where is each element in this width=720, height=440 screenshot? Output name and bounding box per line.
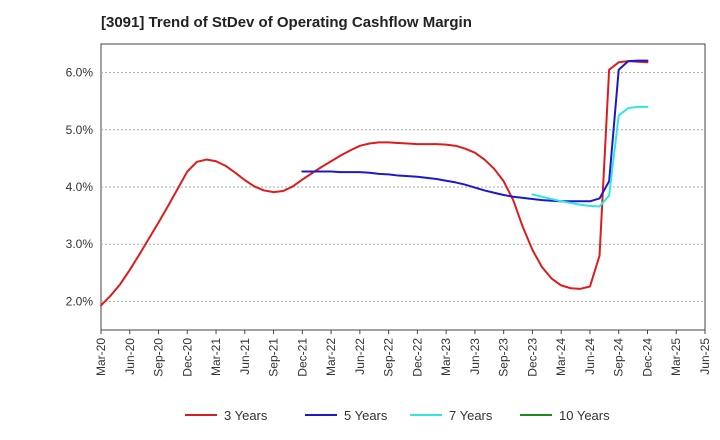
x-tick-label: Mar-23 bbox=[439, 338, 453, 376]
x-tick-label: Mar-24 bbox=[554, 338, 568, 376]
series-line-7-years bbox=[531, 105, 649, 208]
y-tick-label: 2.0% bbox=[66, 294, 94, 308]
x-tick-label: Mar-20 bbox=[94, 338, 108, 376]
x-tick-label: Dec-24 bbox=[640, 338, 654, 377]
legend-label: 10 Years bbox=[559, 408, 610, 423]
x-tick-label: Sep-22 bbox=[382, 338, 396, 377]
x-tick-label: Mar-22 bbox=[324, 338, 338, 376]
x-tick-label: Dec-21 bbox=[295, 338, 309, 377]
series-line-5-years bbox=[301, 59, 649, 203]
x-tick-label: Sep-23 bbox=[497, 338, 511, 377]
x-tick-label: Jun-24 bbox=[583, 338, 597, 375]
x-tick-label: Jun-20 bbox=[123, 338, 137, 375]
y-tick-label: 5.0% bbox=[66, 123, 94, 137]
x-tick-label: Mar-21 bbox=[209, 338, 223, 376]
x-tick-label: Sep-20 bbox=[152, 338, 166, 377]
y-tick-label: 4.0% bbox=[66, 180, 94, 194]
x-tick-label: Dec-22 bbox=[410, 338, 424, 377]
y-tick-label: 6.0% bbox=[66, 66, 94, 80]
x-tick-label: Dec-23 bbox=[525, 338, 539, 377]
legend-label: 5 Years bbox=[344, 408, 388, 423]
x-tick-label: Sep-24 bbox=[612, 338, 626, 377]
x-tick-label: Jun-23 bbox=[468, 338, 482, 375]
chart-title: [3091] Trend of StDev of Operating Cashf… bbox=[101, 14, 472, 31]
legend-label: 7 Years bbox=[449, 408, 493, 423]
x-tick-label: Jun-21 bbox=[238, 338, 252, 375]
x-tick-label: Jun-25 bbox=[698, 338, 712, 375]
x-tick-label: Sep-21 bbox=[267, 338, 281, 377]
series-line-3-years bbox=[100, 60, 649, 307]
y-tick-label: 3.0% bbox=[66, 237, 94, 251]
x-tick-label: Jun-22 bbox=[353, 338, 367, 375]
x-tick-label: Dec-20 bbox=[180, 338, 194, 377]
legend-label: 3 Years bbox=[224, 408, 268, 423]
x-tick-label: Mar-25 bbox=[669, 338, 683, 376]
